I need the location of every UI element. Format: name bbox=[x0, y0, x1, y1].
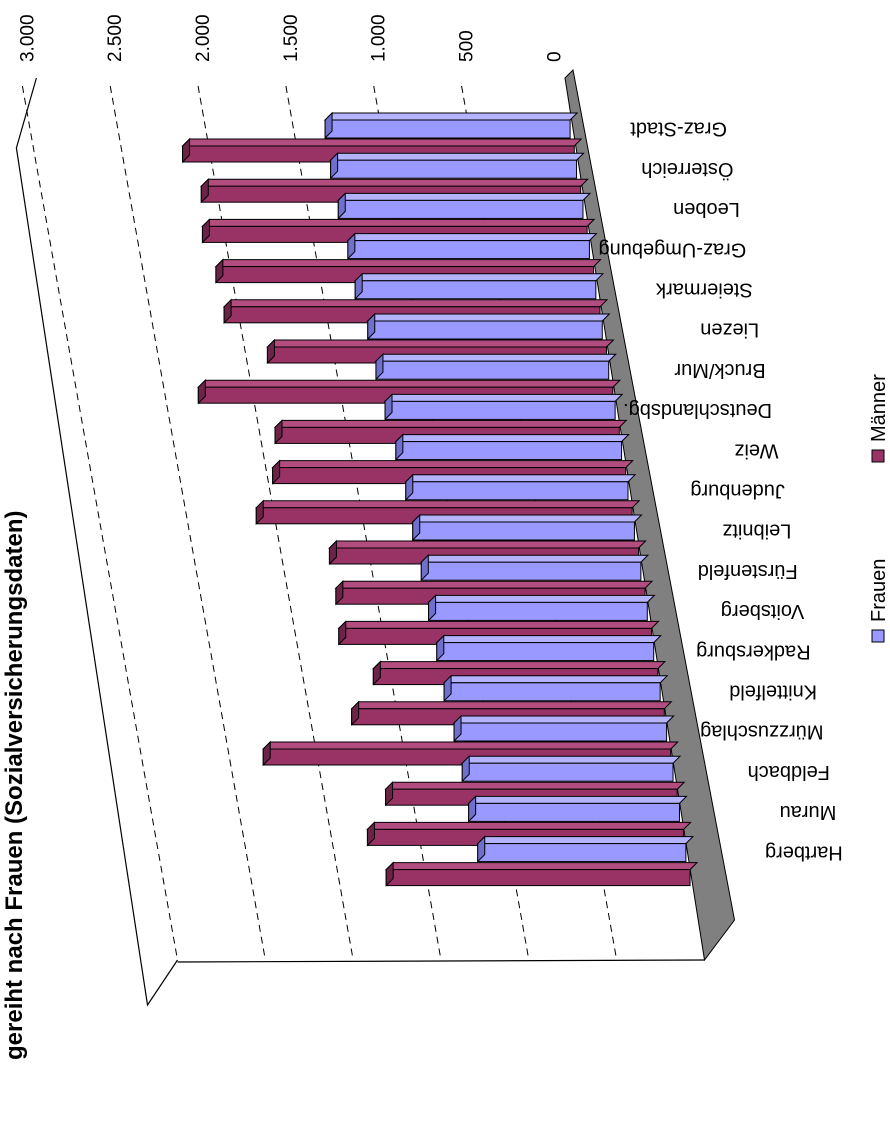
back-wall bbox=[15, 77, 179, 1007]
bar-frauen bbox=[383, 393, 624, 421]
tick-label: 3.000 bbox=[17, 14, 38, 62]
bar-maenner bbox=[384, 861, 699, 887]
tick-label: 2.500 bbox=[105, 14, 126, 62]
category-label: Weiz bbox=[734, 439, 778, 461]
category-label: Radkersburg bbox=[696, 640, 811, 662]
bar-frauen bbox=[337, 192, 592, 220]
bar-frauen bbox=[329, 151, 585, 180]
bar-frauen bbox=[346, 232, 598, 260]
bottom-edge bbox=[177, 959, 705, 963]
category-label: Murau bbox=[780, 801, 837, 823]
tick-label: 1.500 bbox=[281, 14, 302, 62]
legend-swatch bbox=[871, 629, 885, 643]
category-labels: Graz-Stadt Österreich Leoben Graz-Umgebung S… bbox=[598, 118, 842, 864]
category-label: Österreich bbox=[641, 158, 733, 180]
bar-frauen bbox=[435, 634, 662, 662]
legend-item: Frauen bbox=[868, 559, 890, 643]
bar-frauen bbox=[461, 754, 682, 783]
category-label: Knittelfeld bbox=[729, 681, 817, 703]
tick-label: 1.000 bbox=[369, 14, 390, 62]
bar-frauen bbox=[442, 674, 669, 703]
tick-label: 0 bbox=[544, 51, 565, 62]
value-axis-ticks: 0 500 1.000 1.500 2.000 2.500 3.000 bbox=[17, 14, 565, 62]
legend-label: Frauen bbox=[868, 559, 890, 622]
bar-frauen bbox=[427, 594, 656, 622]
category-label: Graz-Stadt bbox=[630, 118, 727, 140]
category-label: Voitsberg bbox=[721, 600, 804, 622]
category-label: Mürzzuschlag bbox=[700, 721, 823, 743]
bar-frauen bbox=[366, 312, 611, 341]
chart-walls bbox=[15, 68, 736, 1007]
bar-frauen bbox=[394, 433, 630, 461]
category-label: Leibnitz bbox=[722, 520, 791, 542]
legend-item: Männer bbox=[868, 374, 890, 463]
bar-frauen bbox=[420, 553, 650, 582]
tick-label: 500 bbox=[457, 30, 478, 62]
category-label: Liezen bbox=[700, 319, 759, 341]
bars bbox=[181, 111, 699, 887]
category-label: Fürstenfeld bbox=[698, 560, 798, 582]
category-label: Hartberg bbox=[765, 841, 843, 863]
category-label: Judenburg bbox=[690, 480, 785, 502]
tick-label: 2.000 bbox=[193, 14, 214, 62]
category-label: Steiermark bbox=[655, 279, 753, 301]
category-label: Graz-Umgebung bbox=[598, 238, 746, 260]
bar-frauen bbox=[374, 352, 617, 381]
legend: Frauen Männer bbox=[868, 374, 890, 643]
category-label: Deutschlandsbg. bbox=[623, 399, 772, 421]
bar-frauen bbox=[353, 272, 605, 301]
bar-frauen bbox=[452, 714, 675, 743]
bar-frauen bbox=[476, 835, 695, 863]
bar-frauen bbox=[323, 111, 579, 140]
category-label: Feldbach bbox=[748, 761, 830, 783]
bar-frauen bbox=[467, 795, 688, 823]
gridline bbox=[109, 85, 266, 961]
legend-label: Männer bbox=[868, 374, 890, 442]
category-label: Bruck/Mur bbox=[674, 359, 765, 381]
bar-frauen bbox=[411, 513, 643, 542]
chart-title: gereiht nach Frauen (Sozialversicherungs… bbox=[1, 511, 28, 1060]
bar-frauen bbox=[404, 473, 637, 502]
category-label: Leoben bbox=[673, 198, 740, 220]
legend-swatch bbox=[871, 449, 885, 463]
gridline bbox=[21, 85, 179, 961]
